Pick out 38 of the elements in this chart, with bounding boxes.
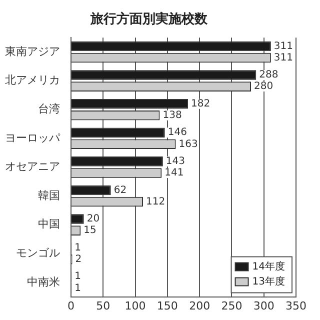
y-tick-label: ヨーロッパ <box>5 131 61 144</box>
data-label: 1 <box>74 271 82 282</box>
legend-label: 14年度 <box>252 260 286 272</box>
x-tick-label: 100 <box>124 299 146 312</box>
data-label: 15 <box>84 225 96 236</box>
y-tick-label: 台湾 <box>38 102 60 116</box>
data-label: 143 <box>166 156 186 168</box>
y-tick-label: オセアニア <box>5 160 60 174</box>
x-tick-label: 250 <box>221 299 242 312</box>
data-label: 138 <box>162 110 182 121</box>
chart-title: 旅行方面別実施校数 <box>90 11 208 28</box>
data-label: 112 <box>146 196 166 208</box>
data-label: 311 <box>274 40 294 52</box>
data-label: 163 <box>178 138 198 150</box>
data-label: 2 <box>75 254 82 265</box>
x-tick-label: 300 <box>253 299 274 312</box>
data-label: 311 <box>274 52 294 64</box>
y-tick-label: 北アメリカ <box>5 74 60 87</box>
x-tick-label: 0 <box>68 299 74 312</box>
data-label: 182 <box>191 98 210 110</box>
y-tick-label: 中南米 <box>27 275 60 288</box>
data-label: 1 <box>74 282 82 294</box>
data-label: 62 <box>114 184 127 196</box>
data-label: 146 <box>168 127 187 138</box>
data-label: 20 <box>86 214 100 225</box>
x-tick-label: 150 <box>156 299 178 312</box>
y-tick-label: 韓国 <box>38 188 60 202</box>
x-tick-label: 350 <box>286 299 306 312</box>
x-tick-label: 50 <box>96 299 110 312</box>
data-label: 141 <box>164 168 184 179</box>
y-tick-label: 東南アジア <box>5 44 60 58</box>
y-tick-label: 中国 <box>38 218 60 231</box>
data-label: 1 <box>74 242 82 254</box>
y-tick-label: モンゴル <box>16 246 60 260</box>
x-tick-label: 200 <box>189 299 210 312</box>
data-label: 280 <box>254 81 274 92</box>
data-label: 288 <box>259 70 278 81</box>
legend-label: 13年度 <box>252 275 286 288</box>
